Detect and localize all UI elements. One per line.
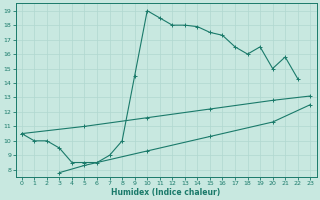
X-axis label: Humidex (Indice chaleur): Humidex (Indice chaleur) xyxy=(111,188,221,197)
